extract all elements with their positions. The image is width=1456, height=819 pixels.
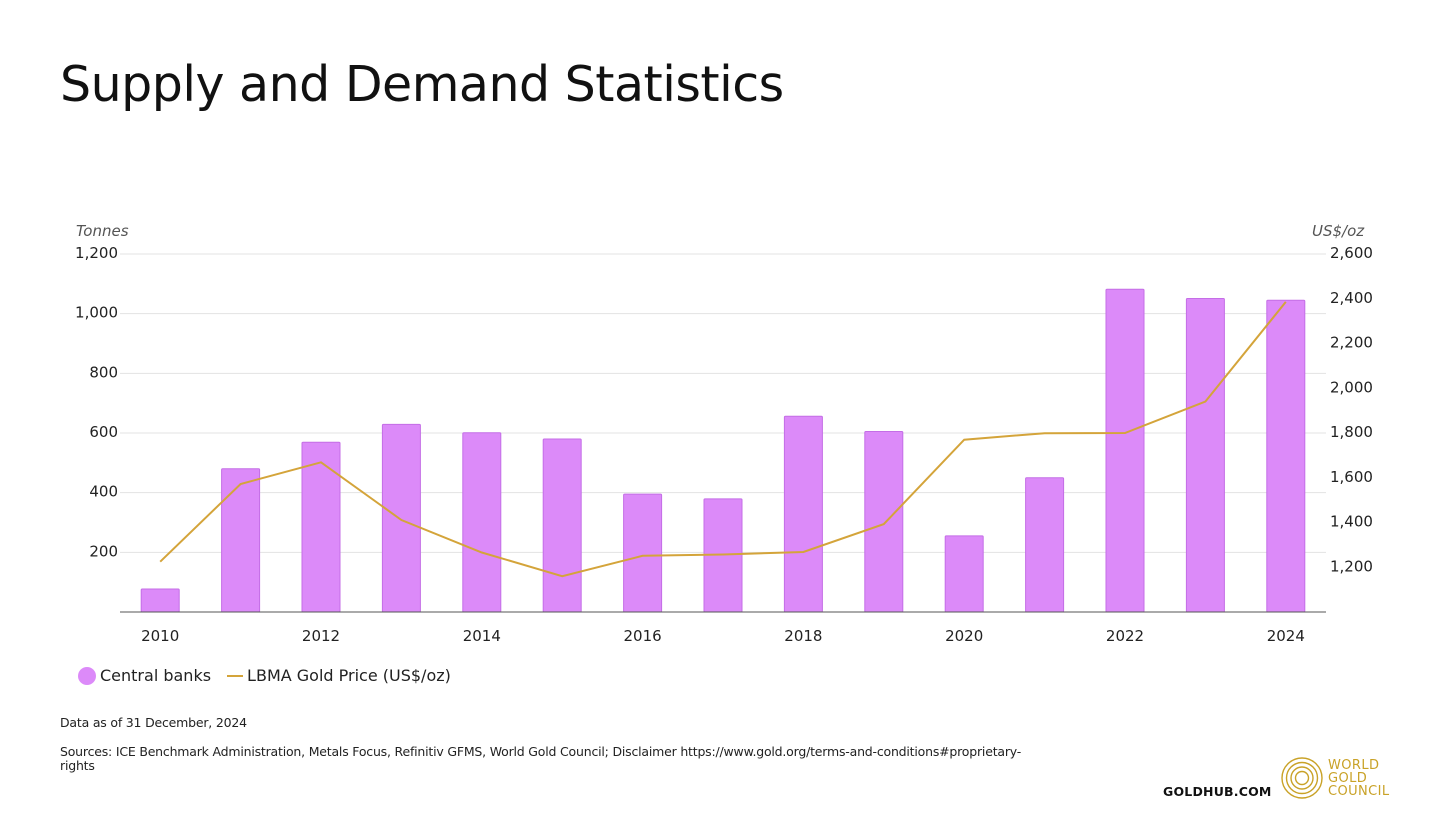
legend-swatch-line [227, 674, 244, 677]
x-tick-label: 2020 [945, 627, 983, 645]
x-axis-ticks: 2010 2012 2014 2016 2018 2020 2022 2024 [141, 627, 1305, 645]
legend-label-gold-price: LBMA Gold Price (US$/oz) [247, 666, 451, 685]
logo-wordmark: WORLD GOLD COUNCIL [1328, 759, 1390, 798]
bar-2022 [1105, 288, 1145, 613]
bar-2021 [1025, 477, 1065, 613]
bar-2020 [944, 535, 984, 613]
logo-word-1: WORLD [1328, 758, 1380, 773]
goldhub-link[interactable]: GOLDHUB.COM [1163, 784, 1272, 799]
right-axis-label: US$/oz [1312, 222, 1365, 240]
price-line [159, 301, 1287, 578]
bar-2013 [381, 423, 421, 613]
right-tick-label: 2,200 [1330, 334, 1373, 352]
bar-2015 [542, 438, 582, 613]
legend-item-central-banks[interactable]: Central banks [78, 666, 211, 685]
x-tick-label: 2016 [624, 627, 662, 645]
right-tick-label: 2,600 [1330, 244, 1373, 262]
left-axis-ticks: 200 400 600 800 1,000 1,200 [75, 244, 118, 560]
legend: Central banks LBMA Gold Price (US$/oz) [78, 666, 451, 685]
right-tick-label: 1,400 [1330, 513, 1373, 531]
left-tick-label: 600 [89, 423, 118, 441]
bar-2012 [301, 441, 341, 613]
bar-2024 [1266, 299, 1306, 613]
left-tick-label: 200 [89, 542, 118, 560]
sources-note: Sources: ICE Benchmark Administration, M… [60, 744, 1022, 773]
logo-word-3: COUNCIL [1328, 784, 1390, 799]
world-gold-council-rings-logo [1281, 757, 1323, 799]
bar-2016 [623, 493, 663, 613]
right-tick-label: 1,200 [1330, 557, 1373, 575]
bar-2018 [783, 415, 823, 613]
x-tick-label: 2010 [141, 627, 179, 645]
bar-2019 [864, 431, 904, 613]
legend-item-gold-price[interactable]: LBMA Gold Price (US$/oz) [227, 666, 451, 685]
x-tick-label: 2022 [1106, 627, 1144, 645]
bar-2014 [462, 432, 502, 613]
data-date-note: Data as of 31 December, 2024 [60, 715, 247, 730]
left-tick-label: 400 [89, 483, 118, 501]
left-tick-label: 1,000 [75, 304, 118, 322]
x-tick-label: 2018 [784, 627, 822, 645]
x-tick-label: 2014 [463, 627, 501, 645]
x-tick-label: 2024 [1267, 627, 1305, 645]
legend-label-central-banks: Central banks [100, 666, 212, 685]
left-axis-label: Tonnes [76, 222, 129, 240]
bar-2011 [221, 468, 261, 613]
bar-2023 [1185, 297, 1225, 613]
logo-word-2: GOLD [1328, 771, 1368, 786]
right-axis-ticks: 1,200 1,400 1,600 1,800 2,000 2,200 2,400 2,600 [1330, 244, 1373, 575]
bar-2010 [140, 588, 180, 613]
right-tick-label: 2,000 [1330, 378, 1373, 396]
left-tick-label: 1,200 [75, 244, 118, 262]
right-tick-label: 1,800 [1330, 423, 1373, 441]
right-tick-label: 1,600 [1330, 468, 1373, 486]
page-title: Supply and Demand Statistics [60, 56, 784, 113]
bars [140, 288, 1306, 613]
legend-swatch-bar [78, 666, 96, 685]
right-tick-label: 2,400 [1330, 289, 1373, 307]
left-tick-label: 800 [89, 363, 118, 381]
x-tick-label: 2012 [302, 627, 340, 645]
